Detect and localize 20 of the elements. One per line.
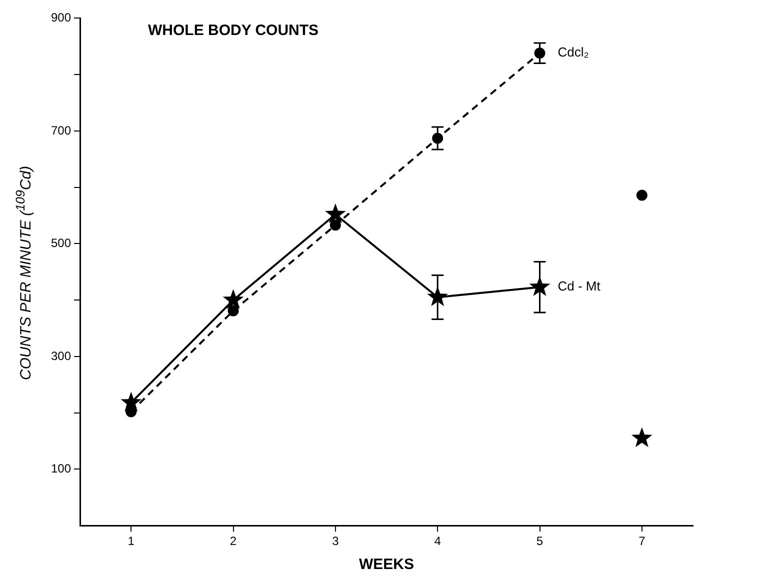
point: [330, 220, 341, 231]
y-tick-label: 500: [50, 236, 72, 250]
chart-title: WHOLE BODY COUNTS: [148, 22, 319, 39]
y-tick-label: 300: [50, 348, 72, 363]
x-tick-label: 5: [536, 534, 544, 548]
x-tick-label: 3: [332, 534, 340, 548]
point: [120, 392, 142, 412]
y-tick-label: 900: [50, 10, 72, 25]
point: [228, 305, 239, 316]
series-label: Cd - Mt: [558, 278, 601, 294]
x-tick-label: 4: [434, 534, 442, 548]
x-tick-label: 7: [638, 534, 646, 548]
x-tick-label: 2: [230, 534, 237, 548]
point: [324, 203, 346, 224]
y-tick-label: 700: [50, 123, 72, 138]
series-label: Cdcl₂: [558, 44, 589, 60]
y-tick-label: 100: [50, 462, 72, 476]
x-tick-label: 1: [128, 534, 135, 548]
point: [222, 289, 244, 309]
x-axis-title: WEEKS: [359, 556, 414, 574]
